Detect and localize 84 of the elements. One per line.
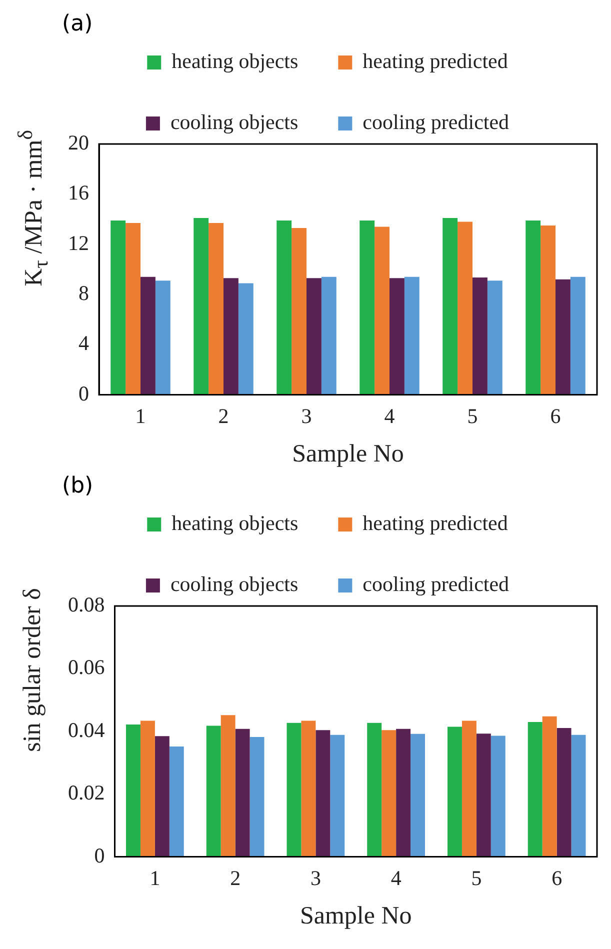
bar [154, 736, 170, 857]
x-axis-title: Sample No [292, 440, 404, 468]
x-tick-label: 1 [150, 866, 160, 890]
bar [220, 715, 236, 857]
x-axis-title: Sample No [300, 902, 412, 930]
legend-label: cooling objects [170, 110, 298, 134]
bar [250, 737, 264, 857]
y-tick-label: 0 [94, 843, 105, 868]
x-tick-label: 6 [550, 404, 561, 428]
bar [540, 226, 556, 395]
bar [321, 276, 336, 395]
bar [462, 720, 476, 857]
y-tick-label: 20 [68, 130, 89, 155]
bar [360, 220, 375, 395]
y-tick-label: 0 [78, 381, 89, 406]
bar [526, 220, 541, 395]
bar [458, 222, 472, 395]
bar [140, 276, 156, 395]
x-tick-label: 2 [218, 404, 229, 428]
bar [571, 734, 586, 857]
bar [570, 276, 586, 395]
bar [140, 720, 155, 857]
legend-label: heating predicted [362, 511, 508, 536]
bar [556, 279, 570, 395]
bar [330, 734, 345, 857]
bar [301, 720, 316, 857]
x-tick-label: 5 [467, 404, 478, 428]
bar [396, 728, 411, 857]
legend-label: cooling objects [170, 572, 298, 596]
bar [367, 722, 382, 857]
y-tick-label: 12 [68, 230, 89, 255]
x-tick-label: 1 [135, 404, 146, 428]
x-tick-label: 4 [384, 404, 396, 428]
y-tick-label: 16 [68, 180, 89, 205]
bar [224, 278, 238, 395]
bar [382, 730, 396, 857]
bar [490, 736, 506, 857]
y-axis-title: sin gular order δ [19, 588, 47, 752]
x-tick-label: 3 [310, 866, 321, 890]
legend-label: cooling predicted [362, 110, 510, 134]
y-tick-label: 0.02 [68, 780, 105, 805]
bar [542, 716, 557, 857]
bar [487, 280, 502, 395]
bar [306, 278, 322, 395]
y-tick-label: 8 [78, 280, 89, 305]
legend-label: heating predicted [362, 49, 508, 74]
bar [235, 728, 250, 857]
bar [126, 223, 140, 395]
bar [292, 228, 306, 395]
x-tick-label: 4 [390, 866, 402, 890]
y-tick-label: 0.08 [68, 592, 105, 617]
x-tick-label: 2 [230, 866, 241, 890]
x-tick-label: 5 [471, 866, 482, 890]
bar [476, 734, 491, 857]
x-tick-label: 3 [301, 404, 312, 428]
text: (b) [62, 474, 94, 499]
y-tick-label: 0.06 [68, 655, 105, 680]
y-tick-label: 4 [78, 331, 90, 356]
bar [316, 730, 330, 857]
bar [556, 728, 572, 857]
bar [155, 280, 170, 395]
bar [194, 218, 209, 395]
y-tick-label: 0.04 [68, 718, 106, 742]
bar [390, 278, 404, 395]
legend-label: cooling predicted [362, 572, 510, 596]
text: (a) [62, 12, 93, 37]
bar [208, 223, 224, 395]
bar [286, 722, 302, 857]
bar [110, 220, 126, 395]
bar [442, 218, 458, 395]
bar [276, 220, 292, 395]
bar [238, 283, 254, 395]
bar [169, 746, 184, 857]
legend-label: heating objects [172, 511, 298, 536]
legend-label: heating objects [172, 49, 298, 74]
bar [528, 722, 542, 857]
bar [126, 724, 140, 857]
x-tick-label: 6 [552, 866, 562, 890]
bar [448, 726, 462, 857]
bar [404, 276, 420, 395]
bar [206, 726, 221, 857]
bar [410, 734, 425, 857]
bar [472, 278, 488, 395]
bar [374, 226, 390, 395]
